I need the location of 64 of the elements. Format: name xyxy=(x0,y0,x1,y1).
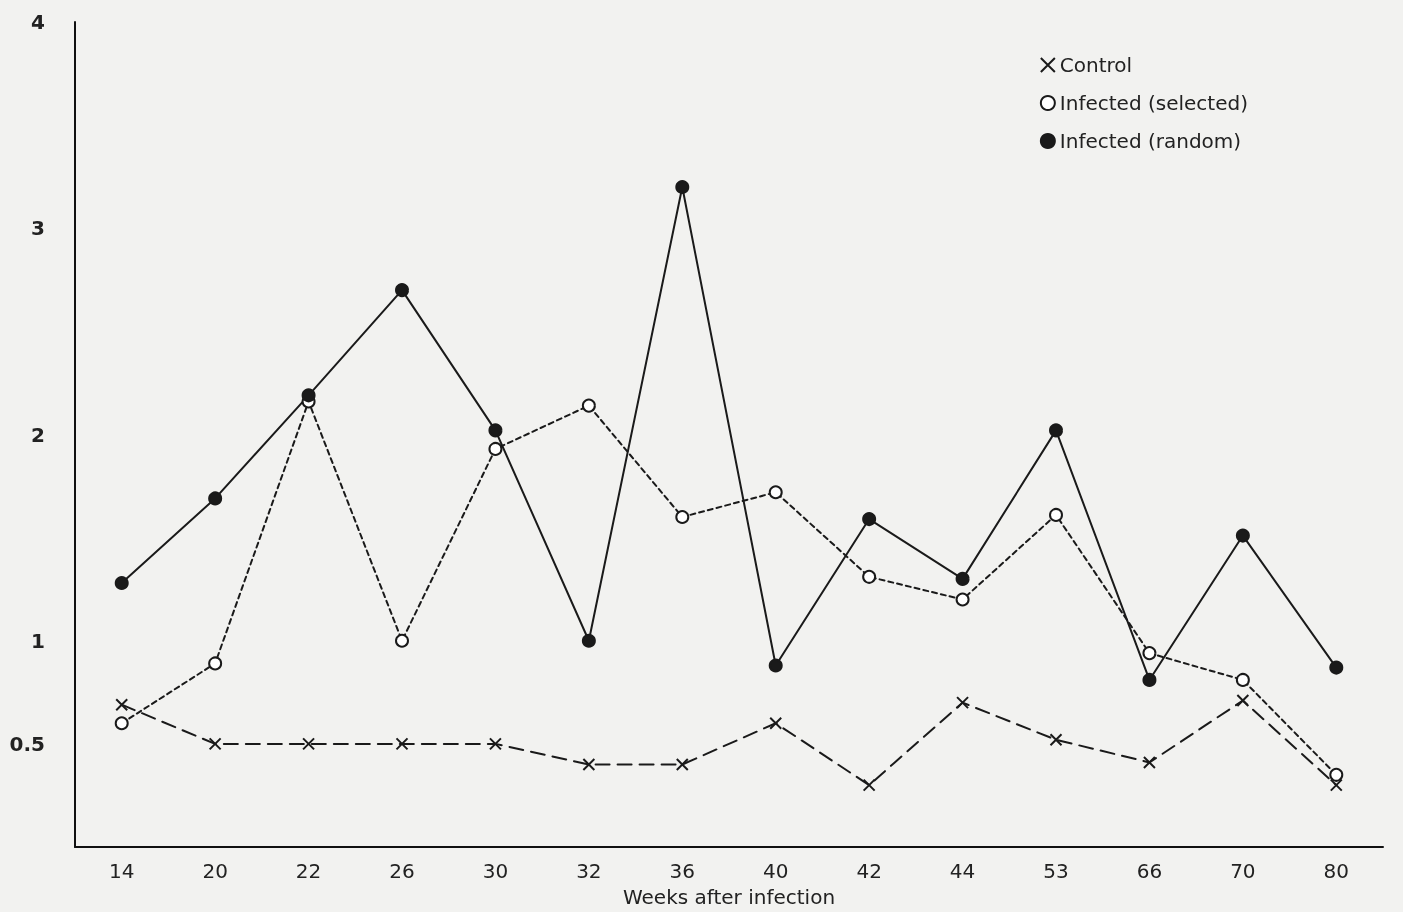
point xyxy=(768,658,783,673)
point xyxy=(1142,646,1157,661)
point xyxy=(395,283,409,298)
point xyxy=(114,576,129,590)
point xyxy=(581,633,596,648)
point xyxy=(488,737,502,751)
point xyxy=(581,398,596,413)
point xyxy=(768,485,783,500)
point xyxy=(582,758,596,771)
point xyxy=(114,716,129,731)
x-tick-label: 44 xyxy=(949,859,976,883)
x-tick-label: 42 xyxy=(856,859,882,883)
point xyxy=(1049,507,1063,522)
x-tick-label: 40 xyxy=(762,859,789,883)
point xyxy=(395,737,409,751)
x-tick-label: 22 xyxy=(295,859,322,883)
y-tick-label: 2 xyxy=(31,422,45,447)
point xyxy=(675,180,690,194)
point xyxy=(208,491,223,506)
x-tick-label: 66 xyxy=(1136,859,1163,883)
point xyxy=(862,778,876,792)
point xyxy=(488,441,503,456)
point xyxy=(1329,778,1343,792)
point xyxy=(1235,672,1250,687)
point xyxy=(862,512,877,527)
x-tick-label: 30 xyxy=(482,859,509,883)
x-tick-label: 20 xyxy=(202,859,228,883)
point xyxy=(302,737,316,751)
y-tick-label: 4 xyxy=(31,10,45,34)
point xyxy=(1142,672,1157,687)
point xyxy=(488,423,503,438)
point xyxy=(1049,423,1063,438)
x-axis-title: Weeks after infection xyxy=(622,885,836,909)
point xyxy=(955,592,970,607)
y-tick-label: 0.5 xyxy=(9,731,45,756)
point xyxy=(1329,767,1344,782)
x-tick-label: 36 xyxy=(669,859,696,883)
x-tick-label: 80 xyxy=(1323,859,1350,883)
point xyxy=(862,569,877,584)
point xyxy=(956,696,970,710)
y-tick-label: 1 xyxy=(31,628,45,653)
x-tick-label: 14 xyxy=(108,859,135,883)
point xyxy=(1329,660,1344,675)
point xyxy=(1142,755,1156,769)
legend-label: Control xyxy=(1059,53,1133,77)
point xyxy=(115,698,129,712)
legend-label: Infected (random) xyxy=(1059,129,1242,153)
point xyxy=(395,633,409,648)
point xyxy=(675,510,690,524)
point xyxy=(1235,528,1250,543)
point xyxy=(675,758,689,771)
legend-label: Infected (selected) xyxy=(1059,91,1249,115)
x-tick-label: 70 xyxy=(1230,859,1256,883)
point xyxy=(955,571,970,586)
point xyxy=(208,737,222,751)
x-tick-label: 53 xyxy=(1043,859,1069,883)
x-tick-label: 32 xyxy=(576,859,602,883)
point xyxy=(1236,694,1250,708)
point xyxy=(769,716,783,730)
point xyxy=(301,388,316,403)
point xyxy=(208,656,223,671)
x-tick-label: 26 xyxy=(389,859,415,883)
y-tick-label: 3 xyxy=(31,216,45,241)
point xyxy=(1049,733,1063,747)
